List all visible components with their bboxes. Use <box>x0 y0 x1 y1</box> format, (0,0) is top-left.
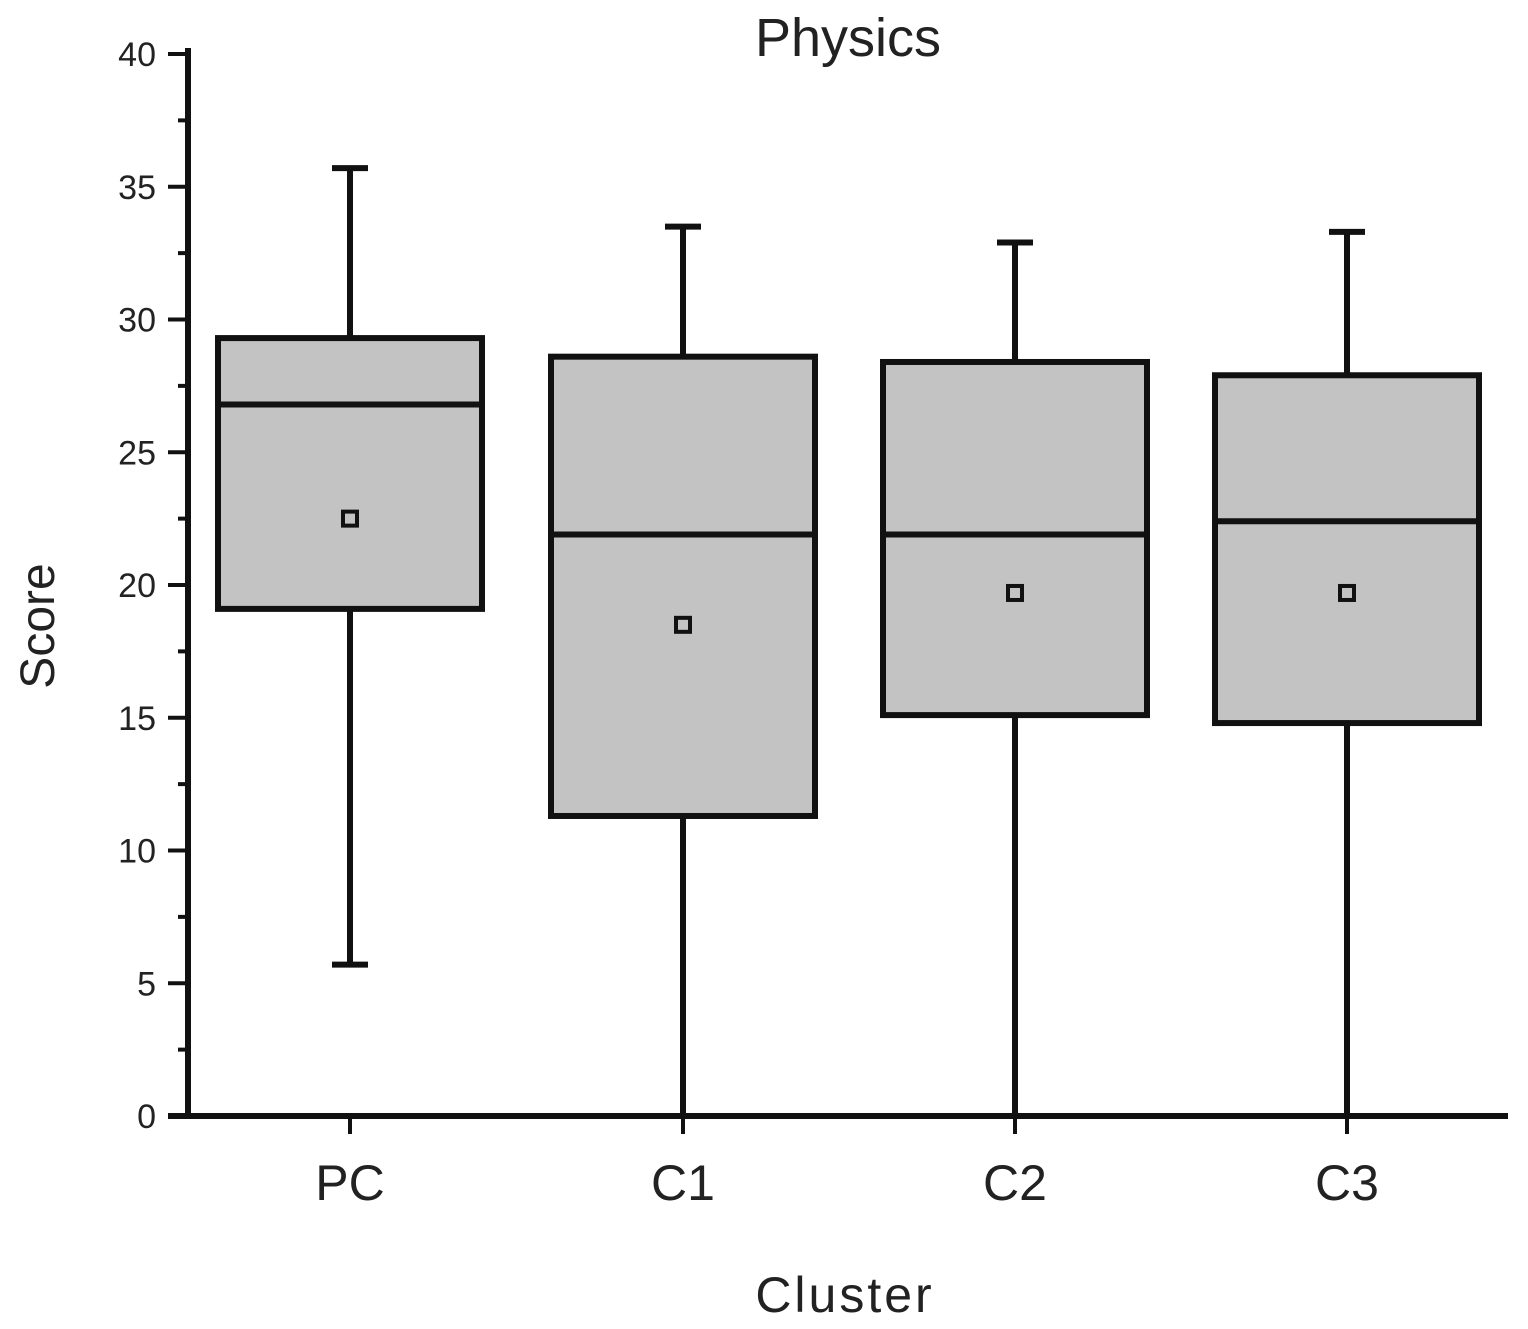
mean-marker-c3 <box>1338 583 1356 602</box>
y-tick-label: 0 <box>137 1098 156 1136</box>
chart-title: Physics <box>755 8 941 68</box>
x-axis-label: Cluster <box>755 1267 934 1323</box>
y-tick-label: 15 <box>118 700 156 738</box>
y-tick-label: 30 <box>118 302 156 340</box>
y-tick-label: 40 <box>118 36 156 74</box>
x-tick-label-pc: PC <box>315 1155 384 1211</box>
y-axis-label: Score <box>12 563 65 688</box>
mean-marker-c2 <box>1006 583 1024 602</box>
y-tick-label: 25 <box>118 434 156 472</box>
x-tick-label-c2: C2 <box>983 1155 1047 1211</box>
mean-marker-c1 <box>674 615 692 634</box>
x-tick-label-c3: C3 <box>1315 1155 1379 1211</box>
box-c1 <box>548 353 818 819</box>
box-c2 <box>880 358 1150 719</box>
box-c3 <box>1212 372 1482 727</box>
y-tick-label: 35 <box>118 169 156 207</box>
mean-marker-pc <box>341 509 359 528</box>
y-tick-label: 10 <box>118 833 156 871</box>
y-tick-label: 5 <box>137 965 156 1003</box>
x-tick-label-c1: C1 <box>651 1155 715 1211</box>
box-pc <box>215 335 485 612</box>
plot-area: 0 5 10 15 20 25 30 35 40 PC C1 C2 C3 <box>118 36 1508 1211</box>
y-tick-label: 20 <box>118 567 156 605</box>
